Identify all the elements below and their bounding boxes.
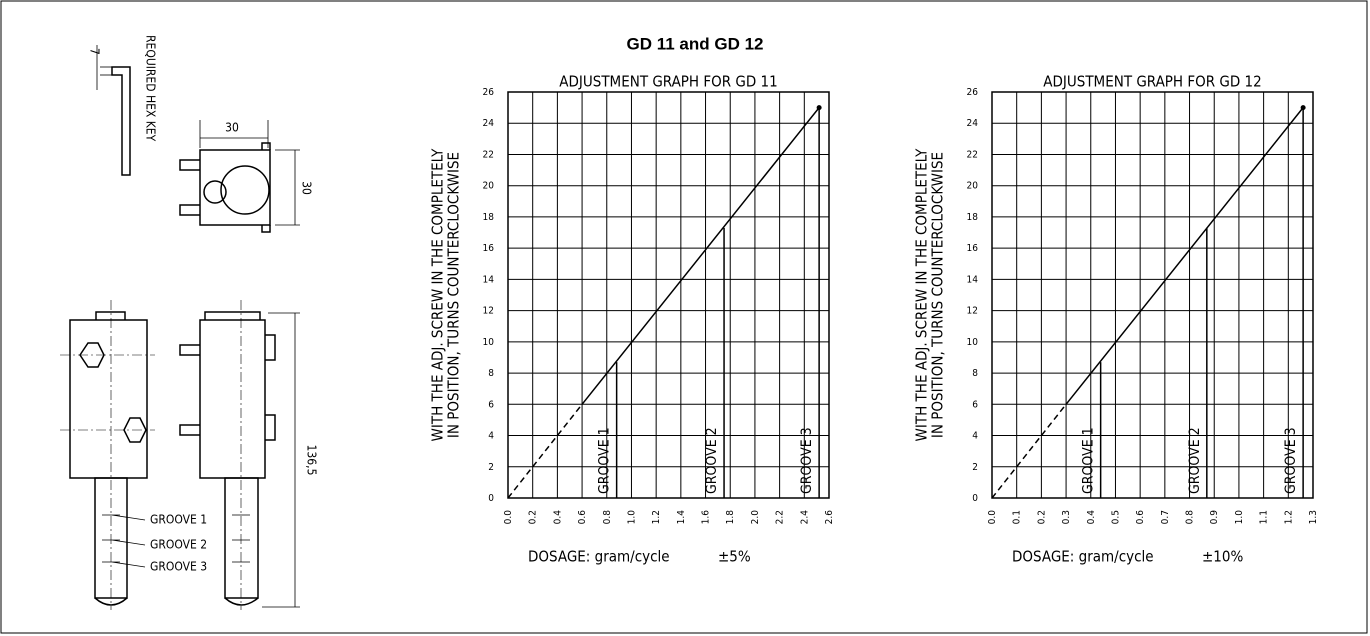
y-tick-label: 18 [483,212,495,223]
x-tick-label: 0.6 [1135,510,1146,525]
groove-label: GROOVE 3 [1283,427,1299,494]
chart: ADJUSTMENT GRAPH FOR GD 11 WITH THE ADJ. … [429,73,836,566]
chart-title: ADJUSTMENT GRAPH FOR GD 11 [559,73,777,91]
y-tick-label: 24 [483,118,495,129]
y-tick-label: 20 [967,181,979,192]
y-tick-label: 14 [483,274,495,285]
y-tick-label: 22 [967,149,978,160]
x-tick-label: 1.8 [725,510,736,525]
y-tick-label: 26 [483,87,495,98]
groove-label: GROOVE 1 [150,513,207,527]
y-tick-label: 6 [488,399,494,410]
x-tick-label: 2.4 [799,510,810,525]
x-tick-label: 0.4 [1086,510,1097,525]
x-axis-label: DOSAGE: gram/cycle [1012,548,1154,566]
y-tick-label: 6 [972,399,978,410]
groove-label: GROOVE 1 [597,427,613,494]
depth-label: 30 [300,181,314,195]
x-tick-label: 1.1 [1259,510,1270,524]
data-line [581,107,820,405]
x-tick-label: 1.2 [651,510,662,524]
y-tick-label: 12 [483,306,494,317]
groove-label: GROOVE 3 [150,560,207,574]
x-tick-label: 0.1 [1012,510,1023,524]
y-tick-label: 20 [483,181,495,192]
x-tick-label: 2.0 [750,510,761,525]
x-tick-label: 1.2 [1283,510,1294,524]
y-tick-label: 14 [967,274,979,285]
x-tick-label: 0.2 [528,510,539,524]
technical-drawing: 7 REQUIRED HEX KEY 30 30 136,5 GROOVE 1 … [60,35,319,610]
x-tick-label: 0.2 [1036,510,1047,524]
data-line [507,403,583,499]
x-tick-label: 0.0 [987,510,998,525]
plot-frame [507,91,830,499]
y-tick-label: 16 [483,243,495,254]
x-tick-label: 0.5 [1110,510,1121,524]
groove-label: GROOVE 2 [1187,427,1203,494]
x-tick-label: 0.3 [1061,510,1072,524]
x-axis-label: DOSAGE: gram/cycle [528,548,670,566]
hex-size-label: 7 [88,48,102,55]
x-tick-label: 0.7 [1160,510,1171,524]
y-tick-label: 2 [488,462,494,473]
y-tick-label: 12 [967,306,978,317]
y-tick-label: 26 [967,87,979,98]
y-tick-label: 16 [967,243,979,254]
groove-label: GROOVE 2 [150,538,207,552]
y-axis-label: IN POSITION, TURNS COUNTERCLOCKWISE [929,152,947,438]
y-tick-label: 0 [488,493,494,504]
y-tick-label: 0 [972,493,978,504]
y-tick-label: 18 [967,212,979,223]
x-axis-note: ±5% [718,548,751,566]
data-line [1065,107,1304,405]
x-tick-label: 0.4 [552,510,563,525]
x-tick-label: 2.2 [775,510,786,524]
x-tick-label: 0.0 [503,510,514,525]
x-tick-label: 1.0 [626,510,637,525]
groove-label: GROOVE 2 [704,427,720,494]
x-tick-label: 0.8 [602,510,613,525]
y-axis-label: WITH THE ADJ. SCREW IN THE COMPLETELY [913,148,931,442]
page-title: GD 11 and GD 12 [627,34,764,53]
x-tick-label: 0.8 [1185,510,1196,525]
y-tick-label: 10 [483,337,495,348]
x-tick-label: 2.6 [824,510,835,525]
x-tick-label: 1.0 [1234,510,1245,525]
y-tick-label: 4 [972,431,978,442]
width-label: 30 [225,121,239,135]
data-line [991,403,1067,499]
y-tick-label: 4 [488,431,494,442]
height-label: 136,5 [305,445,319,476]
groove-label: GROOVE 3 [799,427,815,494]
x-tick-label: 1.4 [676,510,687,525]
x-tick-label: 1.3 [1308,510,1319,524]
x-tick-label: 1.6 [701,510,712,525]
y-tick-label: 24 [967,118,979,129]
x-tick-label: 0.9 [1209,510,1220,525]
groove-label: GROOVE 1 [1081,427,1097,494]
hex-key-label: REQUIRED HEX KEY [144,35,158,142]
x-axis-note: ±10% [1202,548,1243,566]
y-tick-label: 8 [972,368,978,379]
y-tick-label: 8 [488,368,494,379]
y-axis-label: WITH THE ADJ. SCREW IN THE COMPLETELY [429,148,447,442]
y-tick-label: 22 [483,149,494,160]
x-tick-label: 0.6 [577,510,588,525]
y-tick-label: 2 [972,462,978,473]
plot-frame [991,91,1314,499]
chart-title: ADJUSTMENT GRAPH FOR GD 12 [1043,73,1261,91]
y-axis-label: IN POSITION, TURNS COUNTERCLOCKWISE [445,152,463,438]
y-tick-label: 10 [967,337,979,348]
chart: ADJUSTMENT GRAPH FOR GD 12 WITH THE ADJ. … [913,73,1320,566]
